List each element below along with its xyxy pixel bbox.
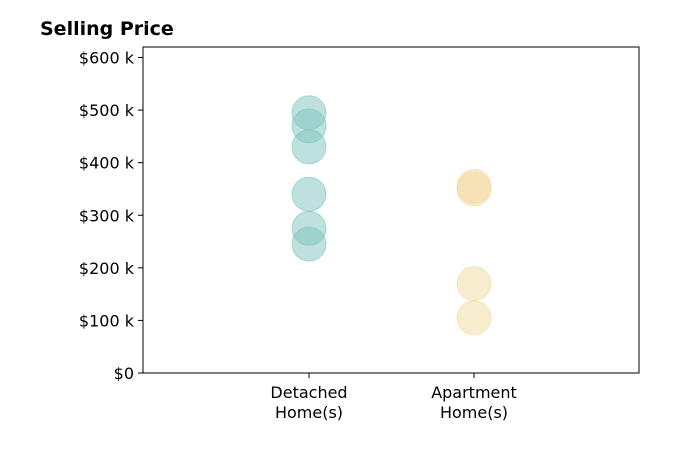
x-category-label-line: Detached	[270, 383, 347, 402]
x-category-label: Detached Home(s)	[270, 383, 347, 422]
plot-area	[142, 46, 640, 374]
data-point	[291, 129, 327, 165]
data-point	[456, 171, 492, 207]
x-category-label-line: Home(s)	[275, 403, 343, 422]
data-points	[291, 95, 492, 336]
x-axis: Detached Home(s)Apartment Home(s)	[270, 373, 517, 422]
y-axis: $0 $100 k $200 k $300 k $400 k $500 k $600 k	[79, 49, 143, 383]
x-category-label-line: Home(s)	[440, 403, 508, 422]
y-tick-label: $400 k	[79, 154, 135, 173]
x-category-label: Apartment Home(s)	[431, 383, 517, 422]
data-point	[291, 176, 327, 212]
chart-title: Selling Price	[40, 18, 174, 40]
y-tick-label: $100 k	[79, 311, 135, 330]
data-point	[456, 300, 492, 336]
y-tick-label: $300 k	[79, 206, 135, 225]
y-tick-label: $600 k	[79, 49, 135, 68]
y-tick-label: $200 k	[79, 259, 135, 278]
x-category-label-line: Apartment	[431, 383, 517, 402]
y-tick-label: $500 k	[79, 101, 135, 120]
data-point	[291, 226, 327, 262]
data-point	[456, 266, 492, 302]
y-tick-label: $0	[114, 364, 134, 383]
